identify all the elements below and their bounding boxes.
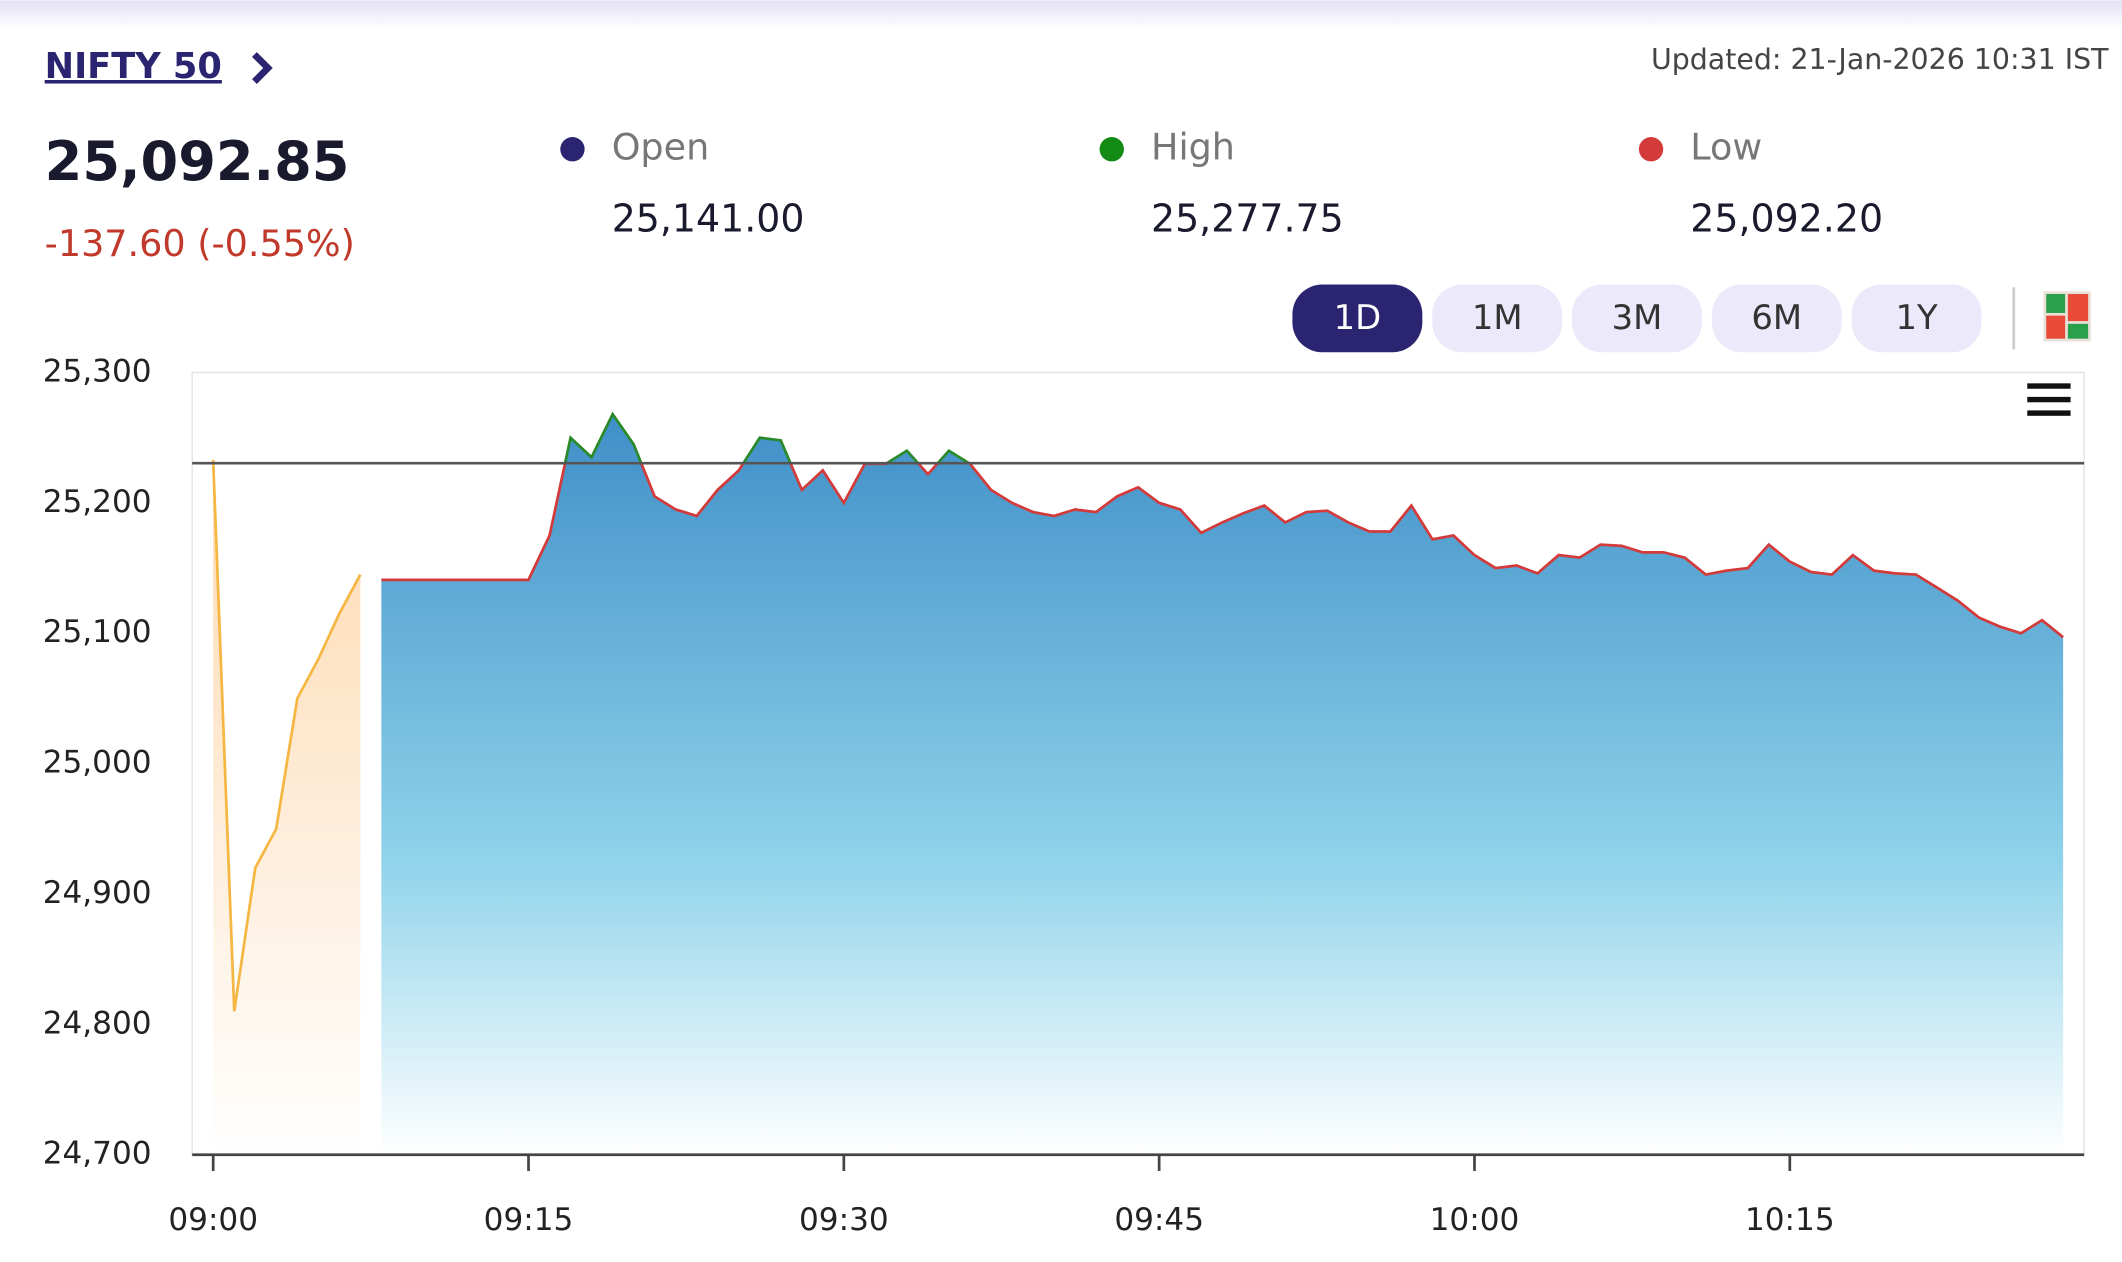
stat-label: Low	[1690, 126, 1762, 169]
stat-dot	[1099, 137, 1124, 162]
change: -137.60 (-0.55%)	[45, 222, 355, 265]
stat-value: 25,277.75	[1151, 196, 1344, 240]
range-button-label: 1Y	[1895, 298, 1938, 337]
x-tick-label: 10:00	[1430, 1202, 1520, 1238]
price: 25,092.85	[45, 130, 350, 193]
y-tick-label: 25,300	[43, 354, 152, 390]
range-button[interactable]: 3M	[1572, 284, 1702, 353]
icon-cell	[2046, 315, 2066, 339]
chevron[interactable]	[252, 52, 273, 84]
area-fill	[213, 459, 361, 1155]
menu-bar	[2027, 383, 2071, 389]
top-band	[0, 0, 2122, 31]
range-button[interactable]: 1M	[1432, 284, 1563, 353]
stat-dot	[1638, 137, 1664, 162]
y-tick-label: 25,200	[43, 484, 152, 520]
range-button-label: 1M	[1472, 298, 1523, 337]
y-tick-label: 24,900	[43, 875, 152, 911]
range-button-bg	[1851, 284, 1982, 353]
range-button-bg	[1432, 284, 1563, 353]
stat-label: High	[1151, 126, 1235, 169]
chart-type-icon[interactable]	[2043, 291, 2091, 342]
range-button-label: 1D	[1334, 298, 1382, 337]
range-button[interactable]: 1Y	[1851, 284, 1982, 353]
range-button-label: 6M	[1751, 298, 1802, 337]
icon-cell	[2067, 294, 2089, 322]
range-button-bg	[1292, 284, 1423, 353]
y-tick-label: 24,700	[43, 1136, 152, 1172]
y-tick-label: 24,800	[43, 1005, 152, 1041]
area-fill	[381, 414, 2064, 1155]
preopen-line	[211, 459, 362, 1012]
range-button-bg	[1711, 284, 1842, 353]
stat-label: Open	[612, 126, 710, 169]
index-title[interactable]: NIFTY 50	[45, 46, 222, 87]
stat-dot	[560, 137, 585, 162]
range-button-bg	[1572, 284, 1702, 353]
y-tick-label: 25,000	[43, 745, 152, 781]
menu-bar	[2027, 410, 2071, 416]
x-tick-label: 09:30	[799, 1202, 889, 1238]
x-tick-label: 09:45	[1114, 1202, 1204, 1238]
range-button[interactable]: 1D	[1292, 284, 1423, 353]
range-button-label: 3M	[1612, 298, 1663, 337]
icon-cell	[2067, 323, 2089, 339]
y-tick-label: 25,100	[43, 614, 152, 650]
updated-time: Updated: 21-Jan-2026 10:31 IST	[1651, 43, 2109, 76]
stat-value: 25,141.00	[612, 196, 805, 240]
menu-bar	[2027, 396, 2071, 403]
x-tick-label: 10:15	[1745, 1202, 1835, 1238]
icon-cell	[2046, 294, 2066, 313]
x-tick-label: 09:15	[484, 1202, 574, 1238]
menu-icon[interactable]	[2027, 383, 2071, 416]
price-line-down	[381, 463, 2064, 639]
range-button[interactable]: 6M	[1711, 284, 1842, 353]
x-tick-label: 09:00	[168, 1202, 258, 1238]
stat-value: 25,092.20	[1690, 196, 1883, 240]
